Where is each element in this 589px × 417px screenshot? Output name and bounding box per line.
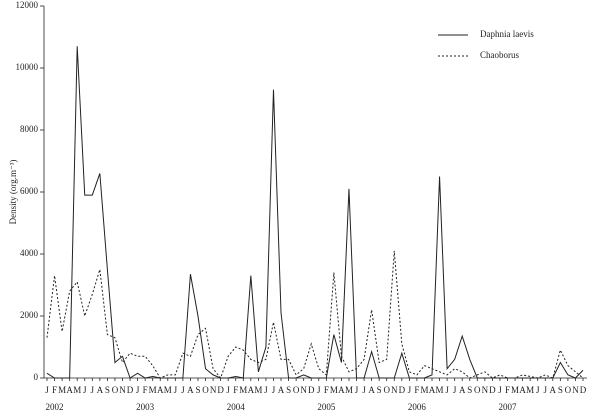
x-tick-label: J <box>174 385 178 395</box>
x-tick-label: F <box>233 385 238 395</box>
year-label: 2003 <box>136 402 155 412</box>
x-tick-label: A <box>248 385 255 395</box>
x-tick-label: M <box>254 385 262 395</box>
year-label: 2006 <box>408 402 427 412</box>
line-series <box>46 250 584 380</box>
x-tick-label: N <box>210 385 217 395</box>
x-tick-label: S <box>105 385 110 395</box>
year-label: 2004 <box>227 402 246 412</box>
x-tick-label: M <box>73 385 81 395</box>
x-tick-label: M <box>330 385 338 395</box>
x-tick-label: A <box>429 385 436 395</box>
x-tick-label: F <box>143 385 148 395</box>
x-tick-label: A <box>459 385 466 395</box>
x-tick-label: M <box>345 385 353 395</box>
x-tick-label: J <box>226 385 230 395</box>
x-tick-label: A <box>368 385 375 395</box>
x-tick-label: J <box>445 385 449 395</box>
x-tick-label: N <box>119 385 126 395</box>
x-tick-label: S <box>377 385 382 395</box>
x-tick-label: O <box>383 385 390 395</box>
x-tick-label: S <box>286 385 291 395</box>
x-tick-label: A <box>157 385 164 395</box>
x-tick-label: M <box>436 385 444 395</box>
x-tick-label: D <box>580 385 587 395</box>
x-tick-label: J <box>536 385 540 395</box>
x-tick-label: M <box>164 385 172 395</box>
x-tick-label: A <box>66 385 73 395</box>
x-tick-label: A <box>97 385 104 395</box>
x-tick-label: J <box>264 385 268 395</box>
x-tick-label: J <box>272 385 276 395</box>
x-tick-label: M <box>239 385 247 395</box>
x-tick-label: N <box>482 385 489 395</box>
x-tick-label: A <box>338 385 345 395</box>
year-label: 2007 <box>499 402 518 412</box>
x-tick-label: A <box>187 385 194 395</box>
x-tick-label: D <box>489 385 496 395</box>
x-tick-label: J <box>83 385 87 395</box>
x-tick-label: J <box>136 385 140 395</box>
x-tick-label: M <box>511 385 519 395</box>
y-axis-label: Density (org.m⁻³) <box>8 160 18 225</box>
x-tick-label: J <box>543 385 547 395</box>
x-tick-label: J <box>362 385 366 395</box>
x-tick-label: F <box>505 385 510 395</box>
x-tick-label: M <box>58 385 66 395</box>
x-tick-label: O <box>565 385 572 395</box>
x-tick-label: J <box>91 385 95 395</box>
x-tick-label: A <box>278 385 285 395</box>
x-tick-label: D <box>217 385 224 395</box>
y-tick-label: 0 <box>34 372 39 382</box>
y-tick-label: 6000 <box>20 186 39 196</box>
x-tick-label: N <box>391 385 398 395</box>
x-tick-label: O <box>474 385 481 395</box>
x-tick-label: S <box>558 385 563 395</box>
x-tick-label: J <box>355 385 359 395</box>
x-tick-label: J <box>453 385 457 395</box>
x-tick-label: M <box>149 385 157 395</box>
x-tick-label: D <box>127 385 134 395</box>
y-tick-label: 10000 <box>16 62 39 72</box>
x-tick-label: N <box>572 385 579 395</box>
x-tick-label: M <box>526 385 534 395</box>
x-tick-label: J <box>45 385 49 395</box>
y-tick-label: 8000 <box>20 124 39 134</box>
legend-label: Daphnia laevis <box>480 29 534 39</box>
y-tick-label: 12000 <box>16 0 39 10</box>
year-label: 2005 <box>317 402 336 412</box>
x-tick-label: J <box>317 385 321 395</box>
x-tick-label: J <box>181 385 185 395</box>
x-tick-label: J <box>408 385 412 395</box>
x-tick-label: O <box>293 385 300 395</box>
year-label: 2002 <box>46 402 64 412</box>
x-tick-label: A <box>550 385 557 395</box>
x-tick-label: O <box>202 385 209 395</box>
x-tick-label: M <box>420 385 428 395</box>
x-tick-label: D <box>399 385 406 395</box>
x-tick-label: A <box>519 385 526 395</box>
x-tick-label: J <box>498 385 502 395</box>
x-tick-label: N <box>300 385 307 395</box>
y-tick-label: 4000 <box>20 248 39 258</box>
legend-label: Chaoborus <box>480 50 519 60</box>
x-tick-label: F <box>52 385 57 395</box>
x-tick-label: S <box>195 385 200 395</box>
x-tick-label: F <box>414 385 419 395</box>
x-tick-label: F <box>324 385 329 395</box>
line-series <box>46 46 584 379</box>
x-tick-label: D <box>308 385 315 395</box>
x-tick-label: O <box>112 385 119 395</box>
x-tick-label: S <box>467 385 472 395</box>
y-tick-label: 2000 <box>20 310 39 320</box>
